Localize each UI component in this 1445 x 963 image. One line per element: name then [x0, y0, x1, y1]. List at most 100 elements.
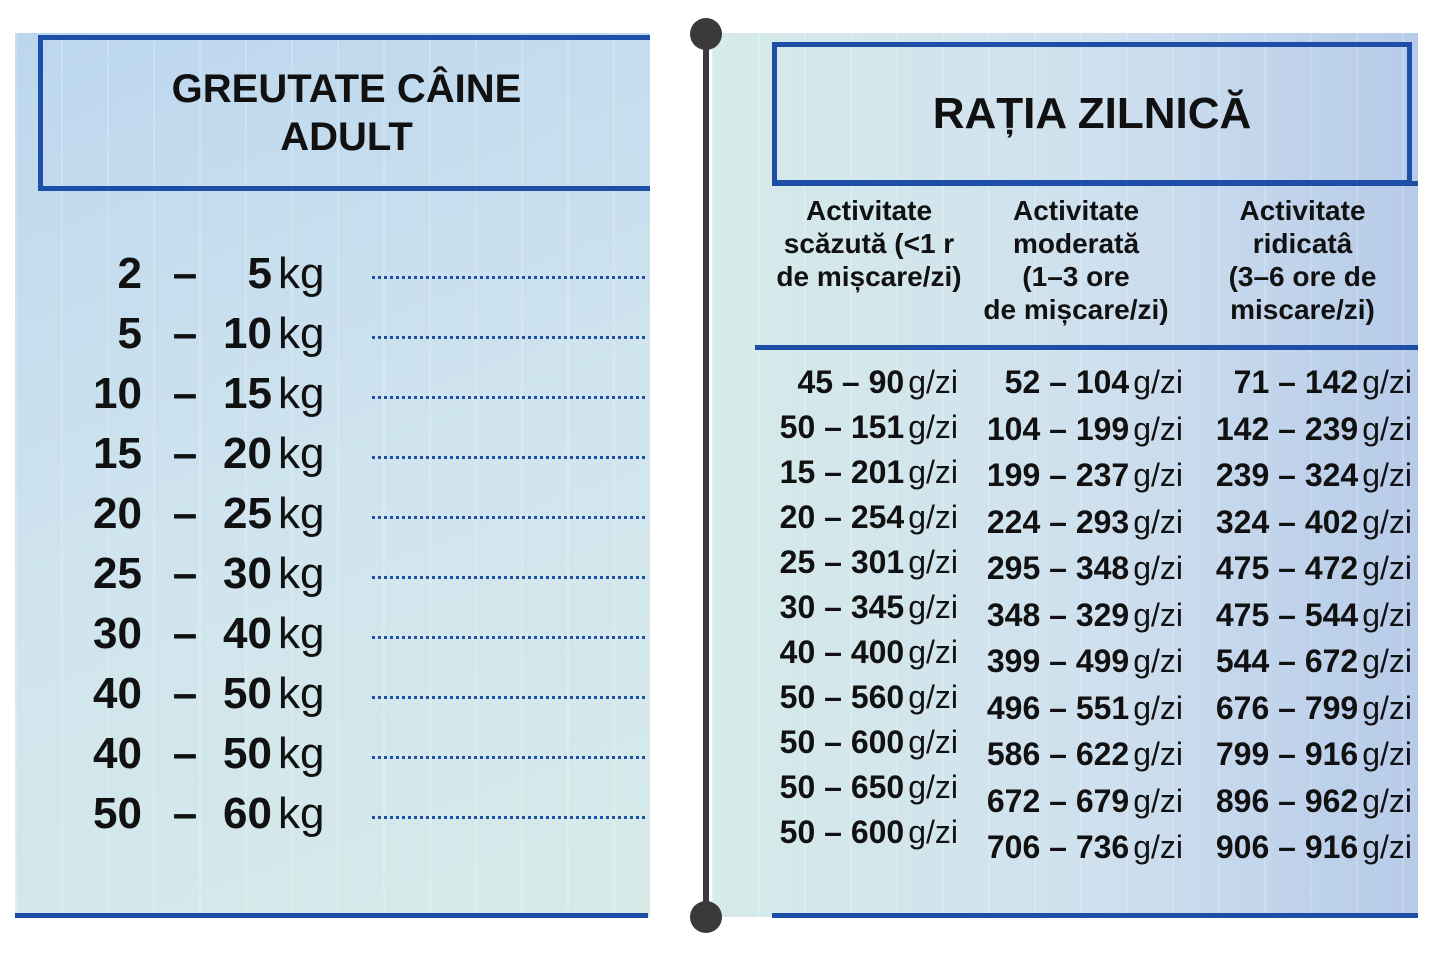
- ration-cell: 706 – 736 g/zi: [987, 829, 1183, 865]
- ration-title: RAȚIA ZILNICĂ: [932, 88, 1252, 138]
- ration-range: 45 – 90: [797, 364, 905, 400]
- weight-dash: –: [172, 249, 198, 298]
- weight-from: 40: [93, 669, 142, 718]
- ration-cell: 475 – 472 g/zi: [1216, 550, 1412, 586]
- weight-from: 15: [93, 429, 142, 478]
- ration-unit: g/zi: [1133, 550, 1183, 586]
- ration-range: 239 – 324: [1215, 457, 1359, 493]
- ration-range: 324 – 402: [1215, 503, 1359, 540]
- column-header-divider: [755, 345, 1418, 350]
- weight-row: 10 – 15 kg: [80, 368, 650, 420]
- right-bottom-line: [772, 913, 1418, 918]
- weight-unit: kg: [278, 309, 325, 358]
- ration-unit: g/zi: [908, 409, 958, 445]
- column-header: Activitate ridicatâ (3–6 ore de miscare/…: [1228, 195, 1377, 325]
- weight-unit: kg: [278, 249, 325, 298]
- ration-cell: 399 – 499 g/zi: [987, 643, 1183, 679]
- ration-range: 586 – 622: [986, 736, 1130, 772]
- weight-dash: –: [172, 609, 198, 658]
- weight-panel: [15, 33, 650, 917]
- ration-unit: g/zi: [1362, 550, 1412, 586]
- ration-cell: 295 – 348 g/zi: [987, 550, 1183, 586]
- ration-unit: g/zi: [1362, 596, 1412, 633]
- ration-cell: 40 – 400 g/zi: [780, 634, 958, 670]
- ration-cell: 475 – 544 g/zi: [1216, 597, 1412, 633]
- header-divider: [772, 181, 1418, 186]
- ration-cell: 348 – 329 g/zi: [987, 597, 1183, 633]
- weight-row: 30 – 40 kg: [80, 608, 650, 660]
- ration-range: 496 – 551: [986, 689, 1130, 726]
- dotted-leader: [372, 456, 645, 459]
- dotted-leader: [372, 756, 645, 759]
- weight-dash: –: [172, 489, 198, 538]
- weight-row: 2 – 5 kg: [80, 248, 650, 300]
- ration-unit: g/zi: [908, 769, 958, 805]
- weight-from: 40: [93, 729, 142, 778]
- ration-cell: 104 – 199 g/zi: [987, 411, 1183, 447]
- ration-range: 50 – 600: [779, 724, 905, 760]
- weight-header: GREUTATE CÂINE ADULT: [38, 35, 650, 191]
- ration-cell: 15 – 201 g/zi: [780, 454, 958, 490]
- ration-cell: 799 – 916 g/zi: [1216, 736, 1412, 772]
- ration-cell: 25 – 301 g/zi: [780, 544, 958, 580]
- ration-cell: 50 – 560 g/zi: [780, 679, 958, 715]
- ration-unit: g/zi: [1133, 596, 1183, 633]
- ration-range: 475 – 544: [1215, 596, 1359, 633]
- ration-unit: g/zi: [1133, 503, 1183, 540]
- weight-to: 20: [223, 429, 272, 478]
- ration-range: 706 – 736: [986, 829, 1130, 865]
- ration-unit: g/zi: [1362, 829, 1412, 865]
- weight-to: 30: [223, 549, 272, 598]
- ration-range: 50 – 560: [779, 679, 905, 715]
- ration-range: 20 – 254: [779, 499, 905, 535]
- weight-to: 50: [223, 669, 272, 718]
- ration-cell: 896 – 962 g/zi: [1216, 783, 1412, 819]
- weight-title-line1: GREUTATE CÂINE: [171, 67, 522, 111]
- ration-cell: 142 – 239 g/zi: [1216, 411, 1412, 447]
- weight-unit: kg: [278, 369, 325, 418]
- dotted-leader: [372, 336, 645, 339]
- ration-unit: g/zi: [1133, 782, 1183, 819]
- ration-cell: 496 – 551 g/zi: [987, 690, 1183, 726]
- ration-unit: g/zi: [908, 364, 958, 400]
- weight-dash: –: [172, 369, 198, 418]
- ration-unit: g/zi: [1362, 643, 1412, 679]
- ration-range: 25 – 301: [779, 544, 905, 580]
- ration-cell: 20 – 254 g/zi: [780, 499, 958, 535]
- weight-row: 40 – 50 kg: [80, 668, 650, 720]
- ration-range: 906 – 916: [1215, 829, 1359, 865]
- ration-cell: 239 – 324 g/zi: [1216, 457, 1412, 493]
- weight-to: 50: [223, 729, 272, 778]
- ration-range: 52 – 104: [1004, 364, 1130, 400]
- weight-unit: kg: [278, 789, 325, 838]
- ration-range: 30 – 345: [779, 589, 905, 625]
- ration-cell: 544 – 672 g/zi: [1216, 643, 1412, 679]
- weight-dash: –: [172, 669, 198, 718]
- weight-dash: –: [172, 729, 198, 778]
- dotted-leader: [372, 276, 645, 279]
- ration-unit: g/zi: [908, 544, 958, 580]
- ration-range: 142 – 239: [1215, 410, 1359, 447]
- ration-cell: 50 – 151 g/zi: [780, 409, 958, 445]
- weight-row: 5 – 10 kg: [80, 308, 650, 360]
- ration-unit: g/zi: [908, 634, 958, 670]
- dotted-leader: [372, 396, 645, 399]
- ration-range: 199 – 237: [986, 457, 1130, 493]
- weight-unit: kg: [278, 669, 325, 718]
- weight-unit: kg: [278, 489, 325, 538]
- ration-unit: g/zi: [908, 814, 958, 850]
- weight-from: 30: [93, 609, 142, 658]
- weight-unit: kg: [278, 609, 325, 658]
- ration-range: 399 – 499: [986, 643, 1130, 679]
- ration-cell: 45 – 90 g/zi: [797, 364, 958, 400]
- ration-cell: 52 – 104 g/zi: [1005, 364, 1183, 400]
- weight-unit: kg: [278, 429, 325, 478]
- weight-row: 50 – 60 kg: [80, 788, 650, 840]
- weight-from: 50: [93, 789, 142, 838]
- ration-range: 40 – 400: [779, 634, 905, 670]
- ration-unit: g/zi: [1133, 829, 1183, 865]
- ration-range: 896 – 962: [1215, 782, 1359, 819]
- weight-dash: –: [172, 549, 198, 598]
- weight-unit: kg: [278, 549, 325, 598]
- weight-to: 25: [223, 489, 272, 538]
